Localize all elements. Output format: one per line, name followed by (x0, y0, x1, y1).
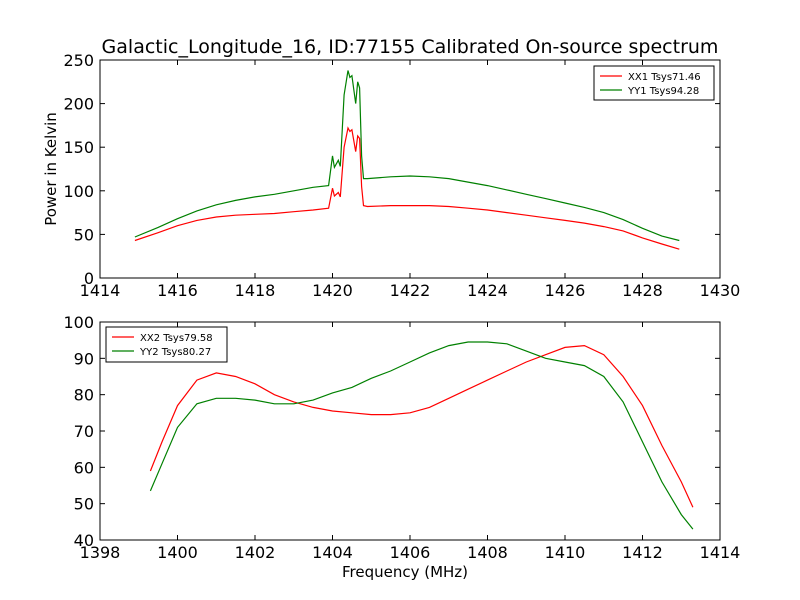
series-line-2 (134, 70, 680, 242)
legend-label-2: YY2 Tsys80.27 (139, 347, 211, 358)
series-line-1 (149, 344, 694, 508)
series-line-2 (149, 341, 694, 530)
y-tick-label: 40 (74, 531, 94, 550)
x-tick-label: 1410 (545, 543, 586, 562)
x-tick-label: 1414 (700, 543, 741, 562)
legend: XX2 Tsys79.58 YY2 Tsys80.27 (105, 326, 228, 363)
y-tick-label: 0 (84, 269, 94, 288)
x-tick-label: 1430 (700, 281, 741, 300)
x-tick-label: 1424 (467, 281, 508, 300)
y-tick-label: 50 (74, 495, 94, 514)
x-tick-label: 1408 (467, 543, 508, 562)
x-axis-label: Frequency (MHz) (342, 563, 468, 581)
legend-label-1: XX1 Tsys71.46 (628, 72, 701, 83)
x-tick-label: 1412 (622, 543, 663, 562)
y-tick-label: 70 (74, 422, 94, 441)
y-tick-label: 90 (74, 349, 94, 368)
x-tick-label: 1422 (390, 281, 431, 300)
series-line-1 (134, 126, 680, 250)
y-tick-label: 250 (63, 51, 94, 70)
x-tick-label: 1404 (312, 543, 353, 562)
x-tick-label: 1426 (545, 281, 586, 300)
legend: XX1 Tsys71.46 YY1 Tsys94.28 (593, 65, 715, 101)
y-tick-label: 50 (74, 225, 94, 244)
legend-box (105, 326, 228, 363)
y-axis-label: Power in Kelvin (42, 112, 60, 226)
y-tick-label: 100 (63, 182, 94, 201)
x-tick-label: 1416 (157, 281, 198, 300)
legend-box (593, 65, 715, 101)
y-tick-label: 80 (74, 386, 94, 405)
x-tick-label: 1414 (80, 281, 121, 300)
legend-label-2: YY1 Tsys94.28 (627, 86, 699, 97)
y-tick-label: 150 (63, 138, 94, 157)
x-tick-label: 1406 (390, 543, 431, 562)
x-tick-label: 1398 (80, 543, 121, 562)
plot-bottom: 1398 1400 1402 1404 1406 1408 1410 1412 1414 40 50… (63, 313, 740, 581)
chart-title: Galactic_Longitude_16, ID:77155 Calibrat… (102, 36, 719, 58)
y-tick-label: 200 (63, 95, 94, 114)
x-tick-label: 1428 (622, 281, 663, 300)
legend-label-1: XX2 Tsys79.58 (140, 333, 213, 344)
x-tick-label: 1400 (157, 543, 198, 562)
x-tick-label: 1420 (312, 281, 353, 300)
y-tick-label: 60 (74, 458, 94, 477)
x-tick-label: 1402 (235, 543, 276, 562)
x-tick-label: 1418 (235, 281, 276, 300)
plot-top: 1414 1416 1418 1420 1422 1424 1426 1428 1430 0 50 1… (42, 51, 740, 300)
y-tick-label: 100 (63, 313, 94, 332)
